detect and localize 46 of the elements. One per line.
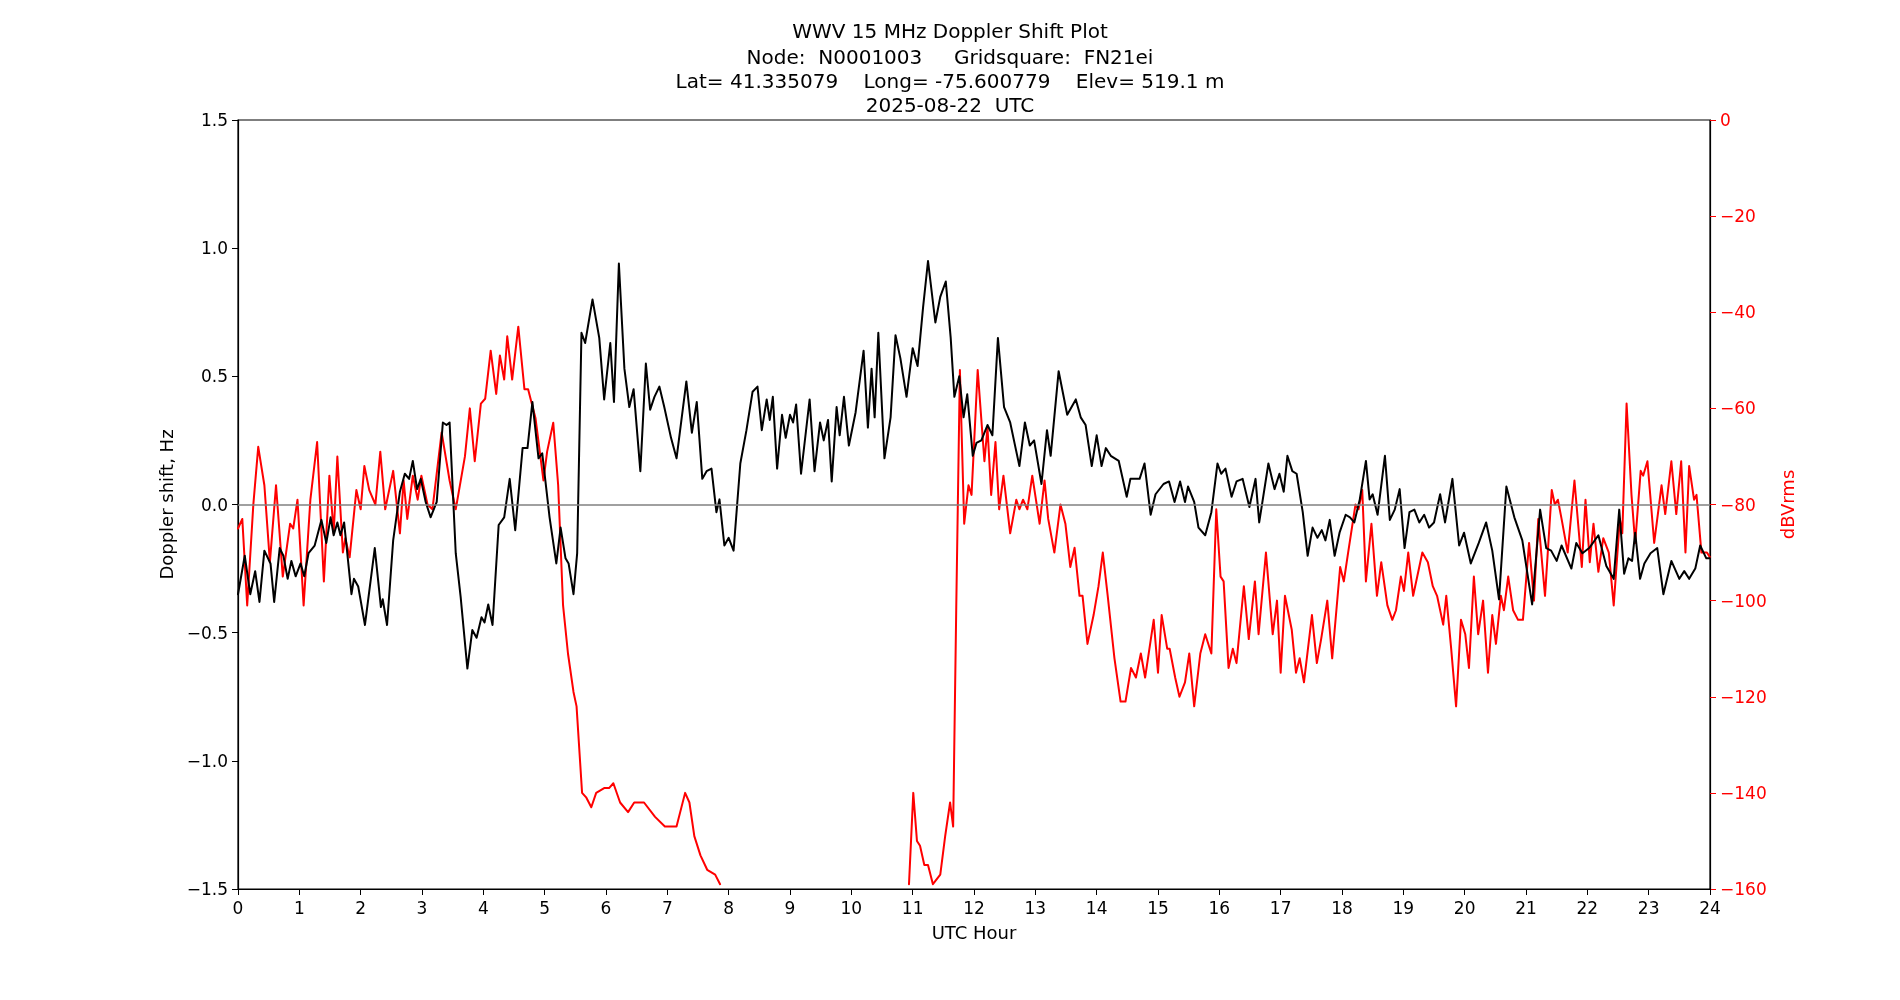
x-tick-label: 5 bbox=[539, 897, 551, 918]
y2-tick-label: −120 bbox=[1720, 686, 1767, 707]
y2-tick-label: −160 bbox=[1720, 879, 1767, 899]
x-tick-label: 3 bbox=[416, 897, 428, 918]
y-tick-label: −0.5 bbox=[186, 622, 228, 643]
x-tick-label: 24 bbox=[1699, 897, 1721, 918]
y-tick-label: −1.0 bbox=[186, 750, 228, 771]
x-tick-label: 19 bbox=[1392, 897, 1415, 918]
x-tick-label: 22 bbox=[1576, 897, 1599, 918]
x-tick-label: 17 bbox=[1269, 897, 1292, 918]
x-tick-label: 18 bbox=[1331, 897, 1353, 918]
x-tick-label: 16 bbox=[1208, 897, 1231, 918]
x-tick-label: 23 bbox=[1637, 897, 1660, 918]
y2-axis-title: dBVrms bbox=[1776, 469, 1798, 540]
x-tick-label: 2 bbox=[355, 897, 367, 918]
y2-tick-label: −20 bbox=[1720, 206, 1756, 227]
x-tick-label: 20 bbox=[1453, 897, 1476, 918]
x-tick-label: 9 bbox=[784, 897, 796, 918]
x-tick-label: 4 bbox=[477, 897, 489, 918]
x-axis-title: UTC Hour bbox=[931, 921, 1017, 943]
y2-tick-label: −100 bbox=[1720, 590, 1767, 611]
y-tick-label: 1.5 bbox=[200, 110, 228, 130]
x-tick-label: 6 bbox=[600, 897, 612, 918]
y2-tick-label: −140 bbox=[1720, 782, 1767, 803]
y-tick-label: 0.5 bbox=[200, 366, 228, 387]
y-tick-label: 0.0 bbox=[200, 494, 228, 515]
y-tick-label: 1.0 bbox=[200, 238, 228, 259]
x-tick-label: 11 bbox=[901, 897, 924, 918]
y2-tick-label: 0 bbox=[1720, 110, 1731, 130]
x-tick-label: 8 bbox=[723, 897, 735, 918]
y2-tick-label: −40 bbox=[1720, 302, 1756, 323]
x-tick-label: 14 bbox=[1085, 897, 1108, 918]
y-axis-title: Doppler shift, Hz bbox=[156, 429, 178, 580]
x-tick-label: 15 bbox=[1147, 897, 1169, 918]
y2-tick-label: −60 bbox=[1720, 398, 1756, 419]
x-tick-label: 0 bbox=[232, 897, 244, 918]
x-tick-label: 7 bbox=[661, 897, 673, 918]
x-tick-label: 1 bbox=[293, 897, 305, 918]
x-tick-label: 10 bbox=[840, 897, 863, 918]
x-tick-label: 21 bbox=[1515, 897, 1537, 918]
chart-subtitle: Node: N0001003 Gridsquare: FN21ei Lat= 41.335079 Long= -75.600779 Elev= 519.1 m 2025-08-22 UTC bbox=[675, 45, 1225, 117]
y2-tick-label: −80 bbox=[1720, 494, 1756, 515]
x-tick-label: 13 bbox=[1024, 897, 1047, 918]
y-tick-label: −1.5 bbox=[186, 879, 228, 899]
chart-title: WWV 15 MHz Doppler Shift Plot bbox=[792, 19, 1108, 43]
x-tick-label: 12 bbox=[963, 897, 985, 918]
